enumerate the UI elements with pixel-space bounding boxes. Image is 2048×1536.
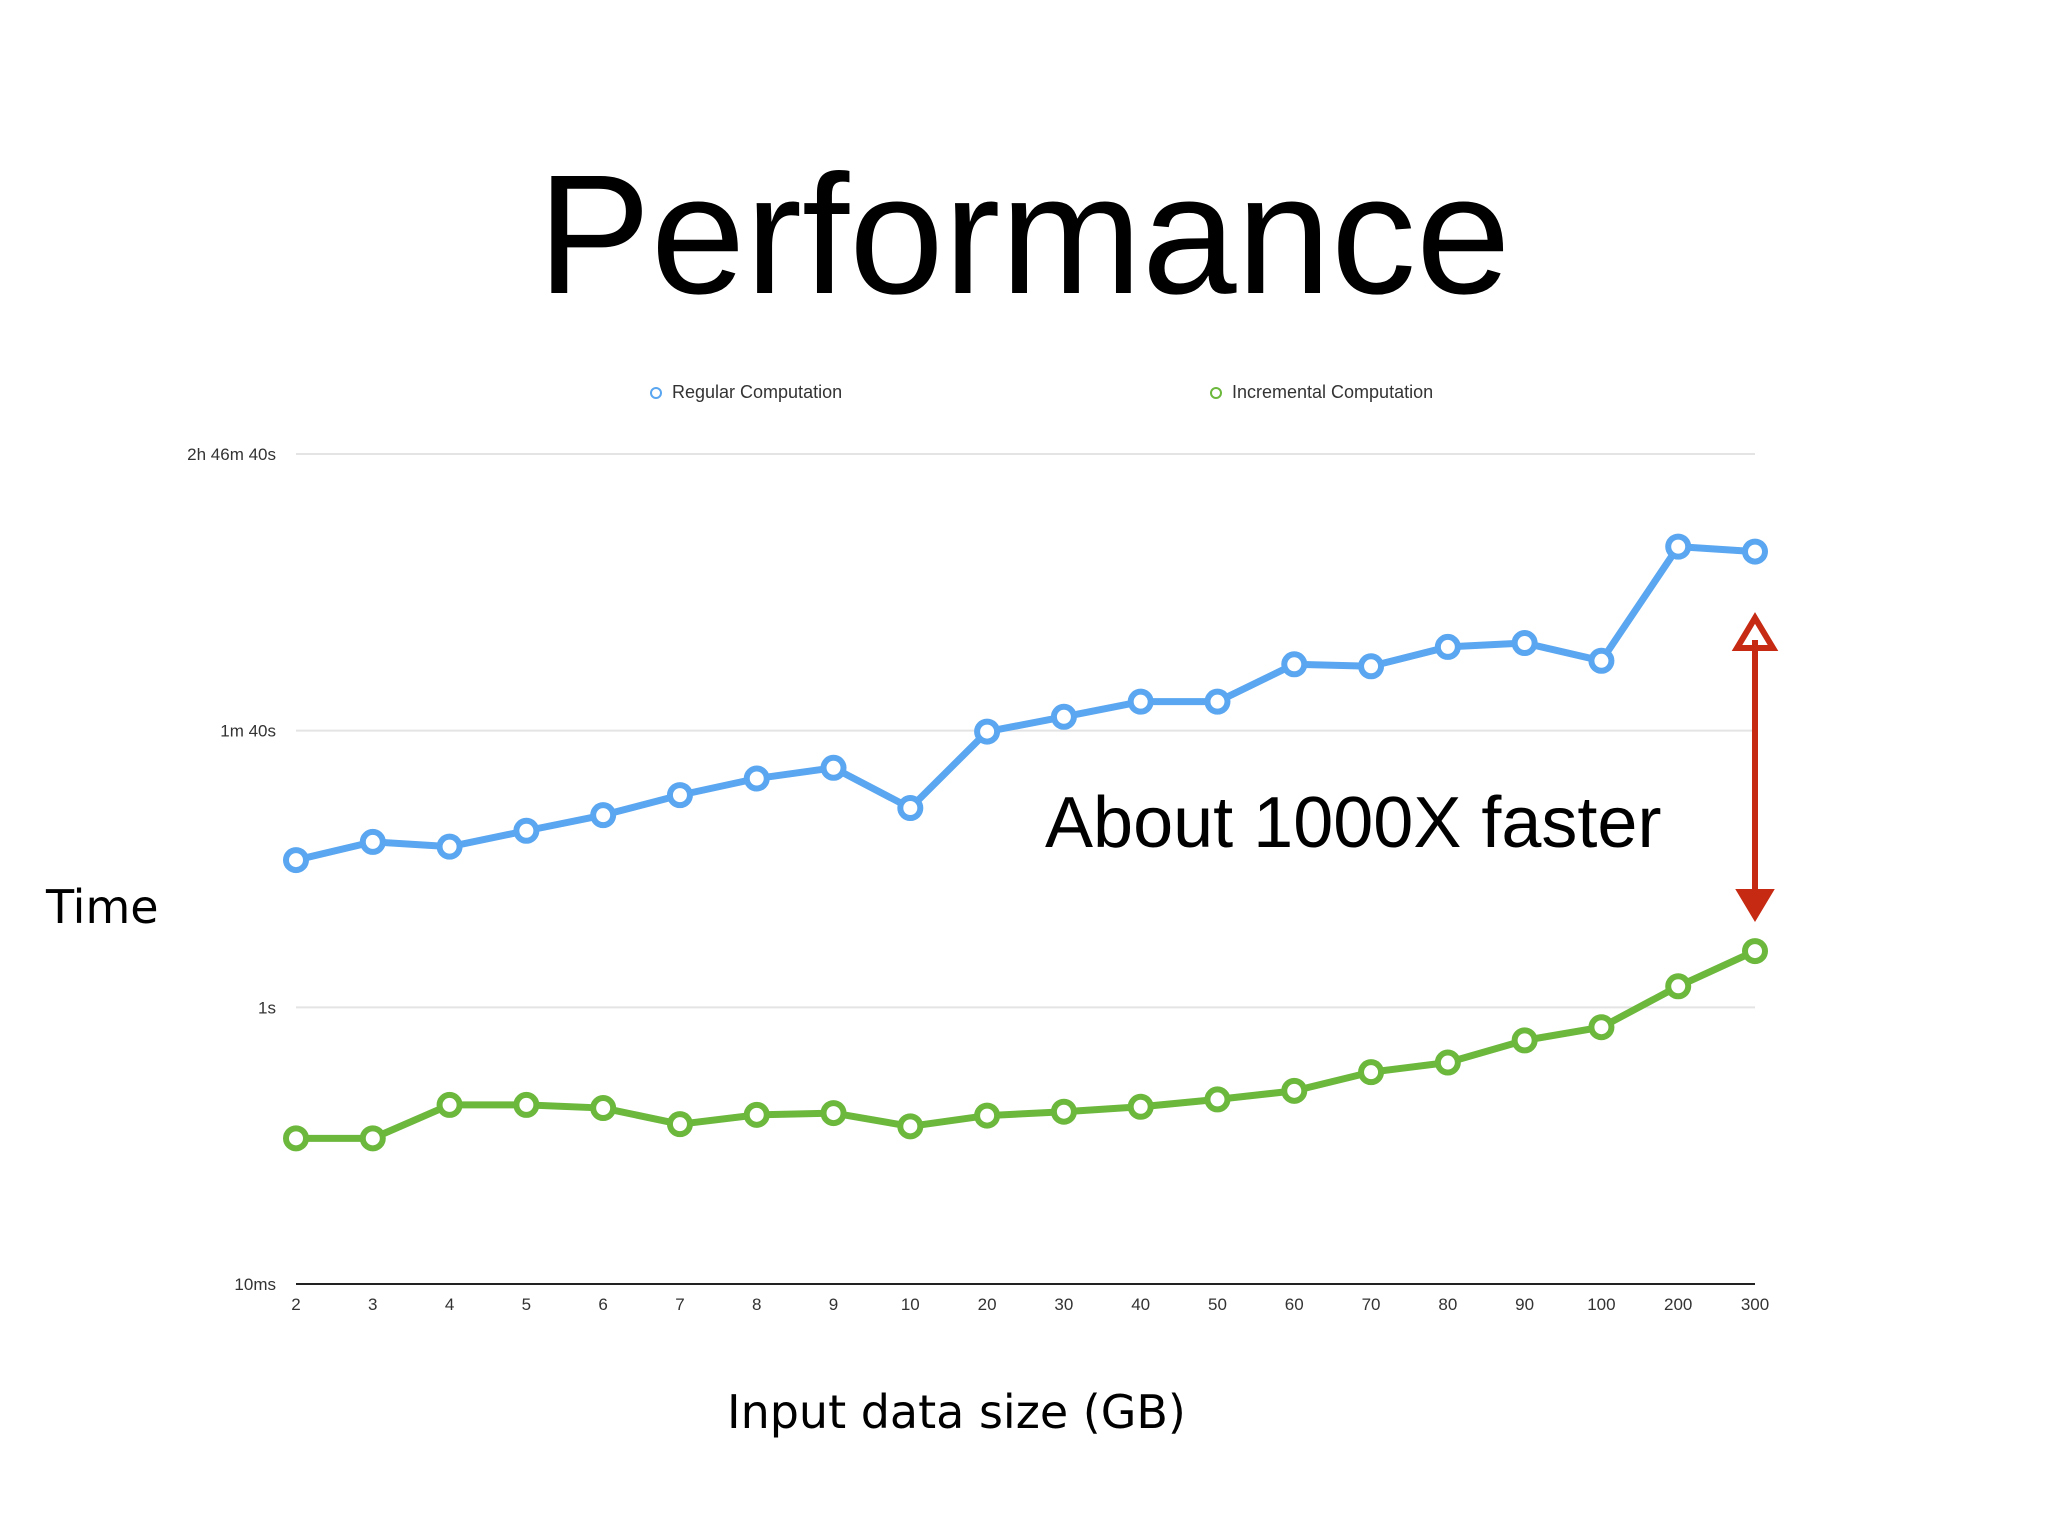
legend-label-regular: Regular Computation [672,382,843,402]
data-point-regular [1358,653,1385,680]
y-axis-title: Time [46,880,159,934]
x-tick-label: 5 [522,1295,531,1314]
data-point-incremental [974,1102,1001,1129]
data-point-regular [359,828,386,855]
data-point-incremental [1127,1093,1154,1120]
data-point-incremental [436,1091,463,1118]
y-tick-label: 1s [258,998,276,1017]
x-tick-label: 40 [1131,1295,1150,1314]
x-tick-label: 20 [978,1295,997,1314]
data-point-regular [1281,651,1308,678]
data-point-incremental [283,1125,309,1152]
data-point-regular [1742,538,1768,565]
x-tick-label: 60 [1285,1295,1304,1314]
data-point-regular [1665,533,1692,560]
x-tick-label: 10 [901,1295,920,1314]
data-point-regular [436,833,463,860]
data-point-regular [820,754,847,781]
data-point-incremental [1742,938,1768,965]
data-point-incremental [590,1095,617,1122]
data-point-regular [283,847,309,874]
speedup-annotation: About 1000X faster [1045,783,1662,863]
arrow-head-down [1735,889,1775,922]
x-tick-label: 2 [291,1295,300,1314]
grid-layer [296,453,1755,1009]
x-tick-label: 200 [1664,1295,1692,1314]
x-tick-label: 7 [675,1295,684,1314]
data-point-regular [513,817,540,844]
slide-title: Performance [537,140,1511,330]
data-point-regular [1434,633,1461,660]
data-point-incremental [1204,1086,1231,1113]
data-point-incremental [359,1125,386,1152]
data-point-regular [1204,688,1231,715]
x-tick-label: 80 [1438,1295,1457,1314]
data-point-regular [666,782,693,809]
x-tick-label: 70 [1362,1295,1381,1314]
x-tick-label: 9 [829,1295,838,1314]
x-tick-label: 300 [1741,1295,1769,1314]
data-point-regular [1511,630,1538,657]
data-point-incremental [1588,1014,1615,1041]
x-tick-label: 30 [1054,1295,1073,1314]
data-point-regular [897,795,924,822]
data-point-incremental [1358,1059,1385,1086]
x-tick-label: 8 [752,1295,761,1314]
data-point-incremental [897,1113,924,1140]
data-point-incremental [1050,1098,1077,1125]
data-point-incremental [666,1111,693,1138]
data-point-regular [1588,647,1615,674]
data-point-regular [1050,703,1077,730]
y-tick-label: 1m 40s [220,722,276,741]
x-tick-label: 3 [368,1295,377,1314]
data-point-incremental [1511,1027,1538,1054]
data-point-regular [590,802,617,829]
y-tick-label: 2h 46m 40s [187,445,276,464]
legend-marker-regular [650,386,662,399]
x-tick-label: 100 [1587,1295,1615,1314]
data-point-incremental [513,1091,540,1118]
x-axis-title: Input data size (GB) [727,1385,1186,1439]
data-point-incremental [1434,1049,1461,1076]
data-point-regular [743,765,770,792]
legend-label-incremental: Incremental Computation [1232,382,1434,402]
legend-item-regular: Regular Computation [650,382,842,403]
data-point-incremental [743,1101,770,1128]
x-tick-label: 4 [445,1295,454,1314]
data-point-incremental [1281,1077,1308,1104]
x-tick-label: 50 [1208,1295,1227,1314]
data-point-incremental [820,1100,847,1127]
series-layer [283,533,1768,1152]
axis-layer: 10ms 1s 1m 40s 2h 46m 40s 2 3 4 5 6 7 8 9 10 20 30 40 50… [187,445,1769,1314]
difference-arrow [1731,612,1779,922]
y-tick-label: 10ms [234,1275,276,1294]
data-point-regular [1127,688,1154,715]
x-tick-label: 6 [598,1295,607,1314]
legend-item-incremental: Incremental Computation [1210,382,1433,403]
data-point-incremental [1665,973,1692,1000]
x-tick-label: 90 [1515,1295,1534,1314]
legend-marker-incremental [1210,386,1222,399]
data-point-regular [974,718,1001,745]
arrow-head-up [1731,612,1779,651]
